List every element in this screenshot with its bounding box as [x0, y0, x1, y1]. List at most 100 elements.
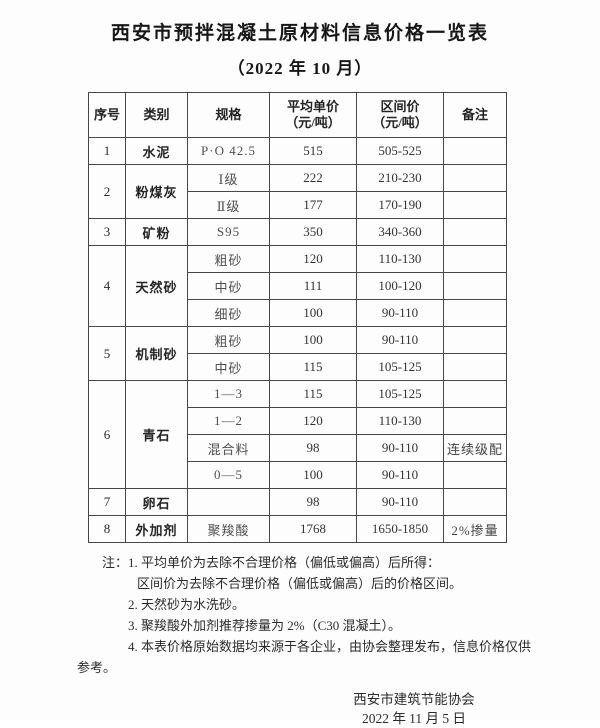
- cell-avg-price: 100: [269, 299, 357, 327]
- table-row: 4 天然砂 粗砂 120 110-130: [88, 245, 507, 327]
- cell-remark: [443, 353, 507, 381]
- table-row: 细砂 100 90-110: [89, 299, 507, 327]
- cell-avg-price: 111: [269, 272, 357, 300]
- note-line: 注：1. 平均单价为去除不合理价格（偏低或偏高）后所得：: [102, 555, 441, 570]
- table-row: 中砂 115 105-125: [89, 353, 507, 381]
- cell-remark: [443, 461, 507, 489]
- cell-category: 天然砂: [125, 245, 188, 327]
- header-avg-price: 平均单价 （元/吨）: [269, 92, 357, 138]
- note-line: 3. 聚羧酸外加剂推荐掺量为 2%（C30 混凝土）。: [128, 618, 402, 633]
- page-title: 西安市预拌混凝土原材料信息价格一览表: [110, 23, 489, 44]
- cell-no: 6: [88, 380, 126, 489]
- cell-range-price: 105-125: [356, 380, 444, 408]
- cell-remark: [443, 191, 507, 219]
- cell-range-price: 90-110: [356, 461, 444, 489]
- notes-block: 注：1. 平均单价为去除不合理价格（偏低或偏高）后所得： 区间价为去除不合理价格…: [77, 552, 547, 678]
- cell-remark: [443, 407, 507, 435]
- cell-no: 2: [88, 164, 126, 219]
- cell-avg-price: 120: [269, 407, 357, 435]
- cell-avg-price: 98: [269, 434, 357, 462]
- cell-category: 水泥: [125, 137, 188, 165]
- price-table: 序号 类别 规格 平均单价 （元/吨） 区间价 （元/吨） 备注 1 水泥 P·…: [88, 92, 507, 543]
- cell-category: 外加剂: [125, 515, 188, 543]
- table-row: 5 机制砂 粗砂 100 90-110: [88, 326, 507, 381]
- cell-range-price: 210-230: [356, 164, 444, 192]
- cell-avg-price: 1768: [269, 515, 357, 543]
- cell-spec: S95: [187, 218, 270, 246]
- table-row: 中砂 111 100-120: [89, 272, 507, 300]
- cell-remark: [443, 380, 507, 408]
- header-category: 类别: [125, 92, 188, 138]
- cell-no: 4: [88, 245, 126, 327]
- cell-range-price: 110-130: [356, 407, 444, 435]
- cell-no: 5: [88, 326, 126, 381]
- cell-remark: [443, 299, 507, 327]
- cell-no: 3: [88, 218, 126, 246]
- footer-date: 2022 年 11 月 5 日: [361, 711, 467, 726]
- cell-category: 机制砂: [125, 326, 188, 381]
- note-line: 参考。: [77, 660, 117, 675]
- cell-avg-price: 515: [269, 137, 357, 165]
- table-row: 6 青石 1—3 115 105-125: [88, 380, 507, 489]
- cell-spec: 0—5: [187, 461, 270, 489]
- cell-spec: 1—3: [187, 380, 270, 408]
- table-row: 8 外加剂 聚羧酸 1768 1650-1850 2%掺量: [88, 515, 507, 543]
- cell-avg-price: 115: [269, 380, 357, 408]
- cell-category: 青石: [125, 380, 188, 489]
- cell-spec: 细砂: [187, 299, 270, 327]
- page-subtitle: （2022 年 10 月）: [227, 59, 373, 78]
- header-avg-price-label: 平均单价: [286, 99, 339, 114]
- note-line: 2. 天然砂为水洗砂。: [128, 597, 246, 612]
- cell-no: 8: [88, 515, 126, 543]
- cell-range-price: 505-525: [356, 137, 444, 165]
- cell-range-price: 105-125: [356, 353, 444, 381]
- cell-spec: P·O 42.5: [187, 137, 270, 165]
- cell-avg-price: 100: [269, 461, 357, 489]
- cell-avg-price: 177: [269, 191, 357, 219]
- header-remark: 备注: [443, 92, 507, 138]
- cell-spec: 中砂: [187, 353, 270, 381]
- cell-range-price: 90-110: [356, 434, 444, 462]
- table-row: 混合料 98 90-110 连续级配: [89, 434, 507, 462]
- cell-range-price: 340-360: [356, 218, 444, 246]
- cell-remark: [443, 326, 507, 354]
- cell-range-price: 90-110: [356, 488, 444, 516]
- cell-remark: [443, 245, 507, 273]
- cell-no: 7: [88, 488, 126, 516]
- header-avg-price-unit: （元/吨）: [285, 115, 341, 130]
- table-row: Ⅱ级 177 170-190: [89, 191, 507, 219]
- cell-remark: [443, 488, 507, 516]
- footer-organization: 西安市建筑节能协会: [353, 692, 475, 707]
- cell-range-price: 170-190: [356, 191, 444, 219]
- cell-category: 矿粉: [125, 218, 188, 246]
- cell-no: 1: [88, 137, 126, 165]
- cell-spec: 粗砂: [187, 326, 270, 354]
- cell-spec: 1—2: [187, 407, 270, 435]
- cell-remark: [443, 272, 507, 300]
- note-line: 4. 本表价格原始数据均来源于各企业，由协会整理发布，信息价格仅供: [128, 639, 532, 654]
- cell-category: 卵石: [125, 488, 188, 516]
- cell-avg-price: 120: [269, 245, 357, 273]
- cell-spec: 中砂: [187, 272, 270, 300]
- cell-remark: 连续级配: [443, 434, 507, 462]
- cell-spec: 混合料: [187, 434, 270, 462]
- cell-spec: 聚羧酸: [187, 515, 270, 543]
- table-row: 7 卵石 98 90-110: [88, 488, 507, 516]
- cell-range-price: 110-130: [356, 245, 444, 273]
- footer-block: 西安市建筑节能协会 2022 年 11 月 5 日: [298, 690, 530, 728]
- cell-remark: [443, 137, 507, 165]
- header-spec: 规格: [187, 92, 270, 138]
- table-row: 1—2 120 110-130: [89, 407, 507, 435]
- header-range-price-unit: （元/吨）: [372, 115, 428, 130]
- cell-range-price: 90-110: [356, 326, 444, 354]
- cell-spec: Ⅱ级: [187, 191, 270, 219]
- table-row: 1 水泥 P·O 42.5 515 505-525: [88, 137, 507, 165]
- cell-range-price: 90-110: [356, 299, 444, 327]
- cell-avg-price: 115: [269, 353, 357, 381]
- header-range-price: 区间价 （元/吨）: [356, 92, 444, 138]
- cell-avg-price: 100: [269, 326, 357, 354]
- header-no: 序号: [88, 92, 126, 138]
- cell-spec: [187, 488, 270, 516]
- table-header-row: 序号 类别 规格 平均单价 （元/吨） 区间价 （元/吨） 备注: [88, 92, 507, 138]
- cell-range-price: 1650-1850: [356, 515, 444, 543]
